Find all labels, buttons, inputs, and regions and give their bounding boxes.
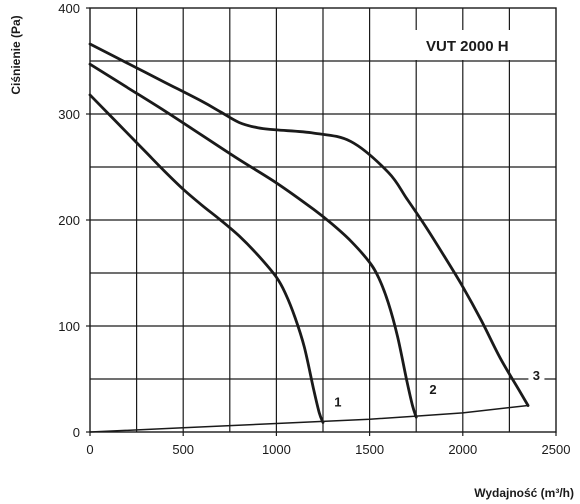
y-tick-label: 100 <box>58 319 80 334</box>
curve-label-1: 1 <box>334 395 341 410</box>
y-tick-label: 200 <box>58 213 80 228</box>
x-tick-label: 0 <box>86 442 93 457</box>
curve-1 <box>88 93 325 424</box>
curve-label-2: 2 <box>429 382 436 397</box>
curve-2 <box>88 62 418 419</box>
curve-label-bg <box>329 393 346 411</box>
plot-frame <box>86 7 557 436</box>
x-tick-label: 1000 <box>262 442 291 457</box>
y-axis-title: Ciśnienie (Pa) <box>9 15 23 94</box>
curve-labels: 1 2 3 <box>329 367 545 411</box>
x-tick-label: 1500 <box>355 442 384 457</box>
curve-label-bg <box>424 380 441 398</box>
x-tick-label: 500 <box>172 442 194 457</box>
chart-title: VUT 2000 H <box>426 38 509 55</box>
y-tick-label: 0 <box>73 425 80 440</box>
x-tick-label: 2500 <box>542 442 571 457</box>
grid <box>90 8 556 432</box>
curves <box>88 42 530 433</box>
curve-label-3: 3 <box>533 368 540 383</box>
x-tick-label: 2000 <box>448 442 477 457</box>
curve-3 <box>88 42 530 407</box>
y-tick-label: 300 <box>58 107 80 122</box>
x-axis-title: Wydajność (m³/h) <box>474 486 574 500</box>
y-tick-label: 400 <box>58 1 80 16</box>
tick-labels: 0 500 1000 1500 2000 2500 0 100 200 300 400 <box>58 1 570 457</box>
curve-label-bg <box>528 367 545 384</box>
system-curve <box>89 404 529 433</box>
title-box <box>414 30 544 60</box>
